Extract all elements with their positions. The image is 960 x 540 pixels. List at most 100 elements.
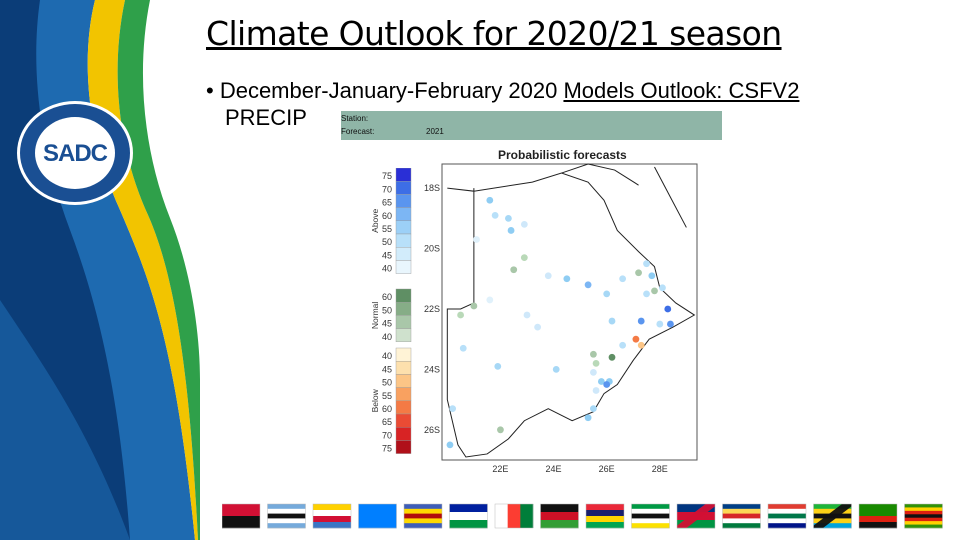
flag-band: [768, 523, 806, 529]
legend-tick: 40: [382, 332, 392, 342]
flag-band: [358, 516, 397, 529]
flag-namibia: [676, 503, 716, 529]
legend-tick: 60: [382, 404, 392, 414]
legend-tick: 45: [382, 250, 392, 260]
flag-band: [859, 510, 897, 517]
legend-tick: 50: [382, 378, 392, 388]
station-point: [470, 302, 478, 310]
flag-band: [222, 504, 260, 517]
flag-band: [768, 513, 806, 519]
station-point: [523, 311, 531, 319]
flag-band: [722, 508, 761, 514]
lon-label: 22E: [492, 464, 508, 474]
legend-group-label: Above: [370, 208, 380, 232]
forecast-value: 2021: [426, 127, 444, 136]
flag-band: [449, 520, 488, 529]
flag-outline: [403, 503, 443, 529]
flag-outline: [222, 503, 261, 529]
legend-cell: [395, 246, 412, 261]
station-point: [659, 284, 666, 292]
station-point: [597, 378, 605, 385]
station-point: [449, 405, 457, 413]
station-point: [534, 323, 542, 331]
flag-band: [904, 521, 943, 525]
flag-band: [267, 523, 306, 529]
station-point: [486, 296, 494, 304]
legend-cell: [395, 440, 412, 454]
flag-band: [267, 508, 306, 514]
neighbour-border: [654, 166, 687, 228]
station-point: [590, 369, 597, 376]
flag-band: [904, 504, 943, 508]
flag-mauritius: [585, 503, 625, 529]
flag-diagonal: [677, 504, 715, 528]
station-point: [507, 227, 515, 234]
slide-title: Climate Outlook for 2020/21 season: [206, 14, 782, 53]
legend-cell: [395, 233, 412, 248]
flag-band: [267, 513, 306, 519]
station-point: [584, 414, 592, 422]
flag-band: [813, 518, 852, 524]
flag-lesotho: [449, 503, 488, 529]
legend-tick: 45: [382, 319, 392, 329]
station-point: [486, 196, 494, 204]
flag-band: [586, 516, 624, 523]
flag-band: [859, 504, 897, 511]
flag-band: [904, 507, 943, 512]
flag-band: [904, 514, 943, 519]
station-point: [592, 359, 600, 367]
station-point: [648, 272, 656, 280]
flag-zambia: [858, 503, 898, 529]
legend-tick: 65: [382, 417, 392, 427]
flag-zimbabwe: [904, 503, 943, 529]
flag-band: [859, 516, 897, 523]
station-point: [656, 320, 664, 328]
lat-label: 22S: [424, 304, 440, 314]
flag-outline: [904, 503, 943, 529]
legend-tick: 75: [382, 171, 392, 181]
legend-tick: 55: [382, 391, 392, 401]
lat-label: 18S: [424, 183, 440, 193]
flag-band: [540, 504, 579, 513]
flag-south-africa: [767, 503, 807, 529]
flag-band: [586, 504, 624, 511]
flag-band: [631, 508, 670, 514]
station-point: [510, 266, 518, 274]
flag-band: [404, 518, 442, 524]
forecast-header-bar: Station: Forecast: 2021: [341, 111, 722, 140]
legend-cell: [395, 207, 412, 221]
station-point: [608, 353, 616, 361]
station-point: [637, 317, 645, 325]
legend-cell: [395, 387, 412, 402]
map-frame: [441, 163, 698, 461]
flag-band: [677, 504, 715, 513]
models-outlook-link[interactable]: Models Outlook: CSFV2: [563, 78, 800, 103]
legend-tick: 70: [382, 184, 392, 194]
flag-comoros: [312, 503, 352, 529]
station-point: [637, 341, 645, 349]
probability-legend: 7570656055504540Above60504540Normal40455…: [370, 168, 412, 454]
station-point: [494, 362, 502, 370]
flag-seychelles: [722, 503, 761, 529]
station-point: [491, 211, 499, 219]
legend-cell: [395, 168, 412, 182]
flag-eswatini: [403, 503, 443, 529]
flag-band: [768, 508, 806, 514]
legend-tick: 50: [382, 237, 392, 247]
station-point: [603, 290, 611, 298]
flag-band: [507, 504, 521, 528]
lat-label: 20S: [424, 244, 440, 254]
legend-tick: 45: [382, 364, 392, 374]
legend-group-label: Below: [370, 388, 380, 412]
neighbour-border: [561, 163, 639, 186]
flag-botswana: [267, 503, 306, 529]
lon-label: 26E: [599, 464, 615, 474]
flag-mozambique: [631, 503, 670, 529]
station-label: Station:: [341, 114, 369, 123]
station-point: [520, 254, 528, 262]
flag-outline: [267, 503, 306, 529]
forecast-map: 18S 20S 22S 24S 26S 22E 24E 26E 28E: [424, 163, 698, 474]
flag-outline: [631, 503, 670, 529]
flag-band: [631, 518, 670, 524]
flag-outline: [494, 503, 534, 529]
